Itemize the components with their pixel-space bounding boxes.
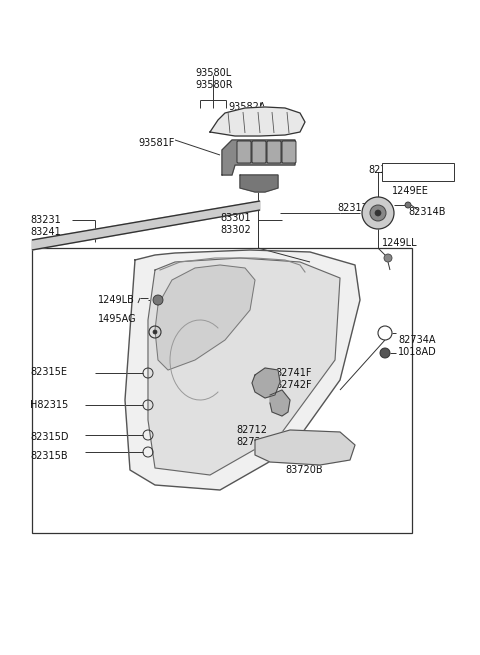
Text: 83231
83241: 83231 83241 [30, 215, 61, 236]
Polygon shape [240, 175, 278, 192]
Text: 82741F
82742F: 82741F 82742F [275, 368, 312, 390]
Polygon shape [155, 265, 255, 370]
Circle shape [380, 348, 390, 358]
Text: 82712
82722: 82712 82722 [236, 425, 267, 447]
Circle shape [375, 210, 381, 216]
Text: 1495AG: 1495AG [98, 314, 137, 324]
Text: 83710A
83720B: 83710A 83720B [285, 453, 323, 475]
Circle shape [153, 295, 163, 305]
FancyBboxPatch shape [237, 141, 251, 163]
Polygon shape [32, 201, 260, 250]
Text: 82315B: 82315B [30, 451, 68, 461]
Polygon shape [255, 430, 355, 465]
Bar [382, 163, 454, 181]
Circle shape [405, 202, 411, 208]
Polygon shape [125, 250, 360, 490]
Text: 93580L
93580R: 93580L 93580R [195, 68, 233, 90]
Text: 1249LB: 1249LB [98, 295, 135, 305]
Text: 1249EE: 1249EE [392, 186, 429, 196]
Text: 83301
83302: 83301 83302 [220, 213, 251, 234]
Text: 82317D: 82317D [337, 203, 375, 213]
Text: 82313F: 82313F [368, 165, 404, 175]
FancyBboxPatch shape [252, 141, 266, 163]
FancyBboxPatch shape [282, 141, 296, 163]
Polygon shape [148, 258, 340, 475]
Text: 82314B: 82314B [408, 207, 445, 217]
Text: 1249LL: 1249LL [382, 238, 418, 248]
Text: H82315: H82315 [30, 400, 68, 410]
Text: 93581F: 93581F [138, 138, 174, 148]
Text: 82315E: 82315E [30, 367, 67, 377]
Polygon shape [252, 368, 280, 398]
Circle shape [384, 254, 392, 262]
FancyBboxPatch shape [267, 141, 281, 163]
Text: 82315D: 82315D [30, 432, 69, 442]
Text: 82734A
1018AD: 82734A 1018AD [398, 335, 437, 356]
Polygon shape [210, 107, 305, 136]
Polygon shape [270, 390, 290, 416]
Polygon shape [222, 140, 295, 175]
Circle shape [370, 205, 386, 221]
Text: 93582A
93582B: 93582A 93582B [228, 102, 265, 124]
Circle shape [362, 197, 394, 229]
Bar [32, 248, 412, 533]
Circle shape [153, 330, 157, 334]
